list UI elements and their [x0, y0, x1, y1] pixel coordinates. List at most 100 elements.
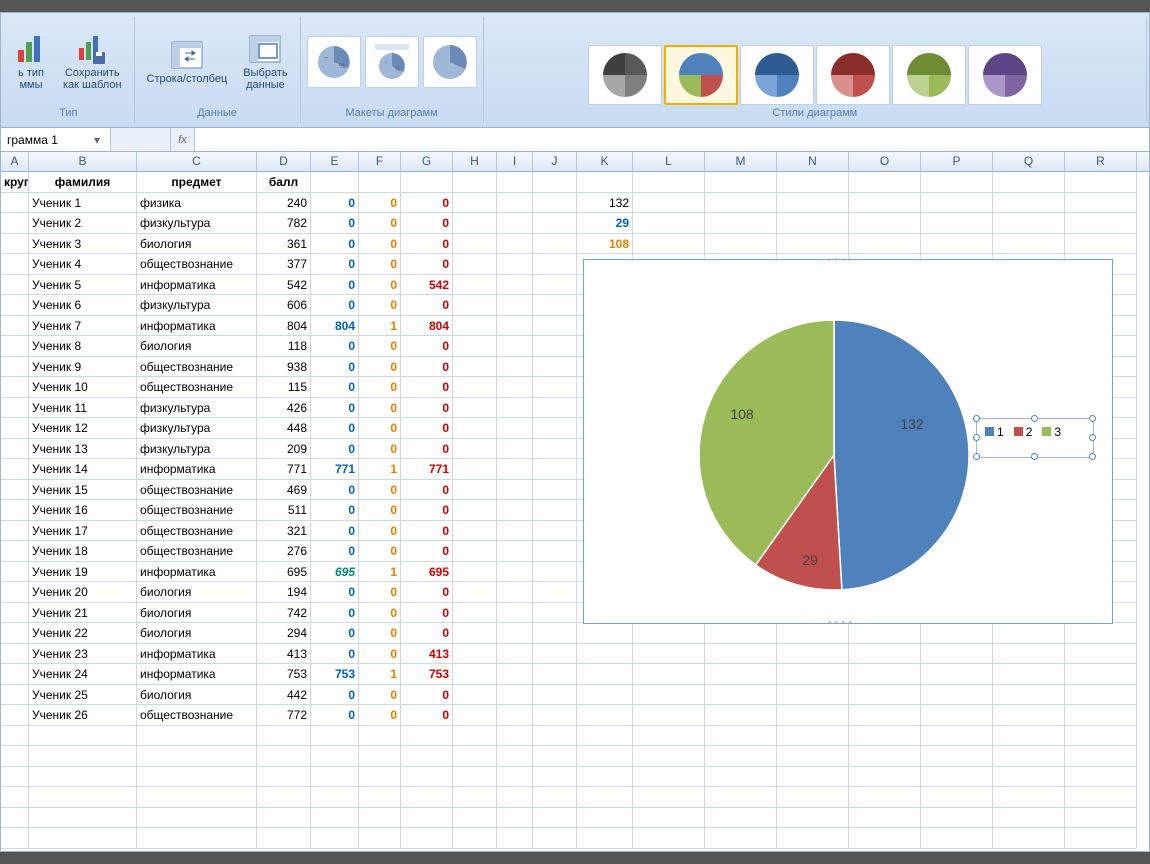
- cell[interactable]: [497, 193, 533, 214]
- cell[interactable]: [533, 705, 577, 726]
- style-thumb-0[interactable]: [588, 45, 662, 105]
- cell[interactable]: 0: [359, 582, 401, 603]
- cell[interactable]: 0: [359, 336, 401, 357]
- cell[interactable]: [777, 193, 849, 214]
- cell[interactable]: 0: [401, 582, 453, 603]
- col-header-F[interactable]: F: [359, 152, 401, 171]
- cell[interactable]: [533, 295, 577, 316]
- cell[interactable]: 695: [401, 562, 453, 583]
- cell[interactable]: биология: [137, 234, 257, 255]
- cell[interactable]: [533, 500, 577, 521]
- cell[interactable]: [1, 377, 29, 398]
- table-row[interactable]: Ученик 26обществознание772000: [1, 705, 1149, 726]
- cell[interactable]: [921, 644, 993, 665]
- cell[interactable]: [453, 418, 497, 439]
- cell[interactable]: 0: [359, 685, 401, 706]
- cell[interactable]: 0: [311, 295, 359, 316]
- cell[interactable]: [1, 603, 29, 624]
- cell[interactable]: [921, 705, 993, 726]
- save-as-template-button[interactable]: Сохранить как шаблон: [57, 29, 128, 95]
- cell[interactable]: 0: [311, 336, 359, 357]
- cell[interactable]: [993, 644, 1065, 665]
- cell[interactable]: [497, 603, 533, 624]
- cell[interactable]: 0: [401, 541, 453, 562]
- cell[interactable]: [705, 705, 777, 726]
- selection-handle[interactable]: [1089, 453, 1096, 460]
- cell[interactable]: физкультура: [137, 398, 257, 419]
- cell[interactable]: [1065, 644, 1137, 665]
- selection-handle[interactable]: [1031, 453, 1038, 460]
- header-cell-B[interactable]: фамилия: [29, 172, 137, 193]
- col-header-P[interactable]: P: [921, 152, 993, 171]
- cell[interactable]: [1, 582, 29, 603]
- cell[interactable]: [453, 623, 497, 644]
- cell[interactable]: [921, 623, 993, 644]
- cell[interactable]: [993, 664, 1065, 685]
- layout-thumb-1[interactable]: −%: [307, 36, 361, 88]
- cell[interactable]: [921, 234, 993, 255]
- cell[interactable]: 1: [359, 459, 401, 480]
- cell[interactable]: [497, 213, 533, 234]
- cell[interactable]: [705, 644, 777, 665]
- cell[interactable]: информатика: [137, 664, 257, 685]
- cell[interactable]: 0: [311, 357, 359, 378]
- cell[interactable]: [849, 644, 921, 665]
- col-header-O[interactable]: O: [849, 152, 921, 171]
- cell[interactable]: [497, 254, 533, 275]
- table-row[interactable]: Ученик 3биология361000108: [1, 234, 1149, 255]
- cell[interactable]: [497, 480, 533, 501]
- cell[interactable]: [453, 357, 497, 378]
- cell[interactable]: [497, 500, 533, 521]
- cell[interactable]: [453, 377, 497, 398]
- cell[interactable]: [1, 664, 29, 685]
- cell[interactable]: Ученик 18: [29, 541, 137, 562]
- col-header-B[interactable]: B: [29, 152, 137, 171]
- cell[interactable]: 0: [359, 500, 401, 521]
- cell[interactable]: [849, 234, 921, 255]
- cell[interactable]: [1, 193, 29, 214]
- cell[interactable]: [453, 439, 497, 460]
- cell[interactable]: [497, 521, 533, 542]
- cell[interactable]: Ученик 15: [29, 480, 137, 501]
- cell[interactable]: [777, 234, 849, 255]
- pie-slice[interactable]: [834, 320, 969, 590]
- chart-legend[interactable]: 123: [976, 418, 1094, 458]
- spreadsheet-grid[interactable]: ABCDEFGHIJKLMNOPQR кругфамилияпредметбал…: [1, 152, 1149, 851]
- cell[interactable]: Ученик 24: [29, 664, 137, 685]
- layout-thumb-3[interactable]: [423, 36, 477, 88]
- cell[interactable]: 0: [401, 521, 453, 542]
- cell[interactable]: Ученик 2: [29, 213, 137, 234]
- cell[interactable]: [453, 685, 497, 706]
- cell[interactable]: 0: [401, 685, 453, 706]
- cell[interactable]: 426: [257, 398, 311, 419]
- cell[interactable]: [1065, 213, 1137, 234]
- cell[interactable]: [497, 398, 533, 419]
- cell[interactable]: [633, 664, 705, 685]
- cell[interactable]: [921, 193, 993, 214]
- cell[interactable]: [533, 357, 577, 378]
- col-header-Q[interactable]: Q: [993, 152, 1065, 171]
- cell[interactable]: [1, 213, 29, 234]
- cell[interactable]: 361: [257, 234, 311, 255]
- cell[interactable]: 753: [257, 664, 311, 685]
- col-header-M[interactable]: M: [705, 152, 777, 171]
- header-cell-I[interactable]: [497, 172, 533, 193]
- cell[interactable]: [497, 644, 533, 665]
- cell[interactable]: [497, 623, 533, 644]
- cell[interactable]: 0: [359, 193, 401, 214]
- header-cell-K[interactable]: [577, 172, 633, 193]
- cell[interactable]: [533, 562, 577, 583]
- cell[interactable]: Ученик 3: [29, 234, 137, 255]
- cell[interactable]: [453, 582, 497, 603]
- col-header-E[interactable]: E: [311, 152, 359, 171]
- cell[interactable]: [577, 664, 633, 685]
- cell[interactable]: [533, 459, 577, 480]
- cell[interactable]: Ученик 17: [29, 521, 137, 542]
- cell[interactable]: 0: [311, 234, 359, 255]
- cell[interactable]: 240: [257, 193, 311, 214]
- cell[interactable]: [1, 398, 29, 419]
- cell[interactable]: [849, 213, 921, 234]
- cell[interactable]: 753: [401, 664, 453, 685]
- cell[interactable]: Ученик 7: [29, 316, 137, 337]
- cell[interactable]: [533, 541, 577, 562]
